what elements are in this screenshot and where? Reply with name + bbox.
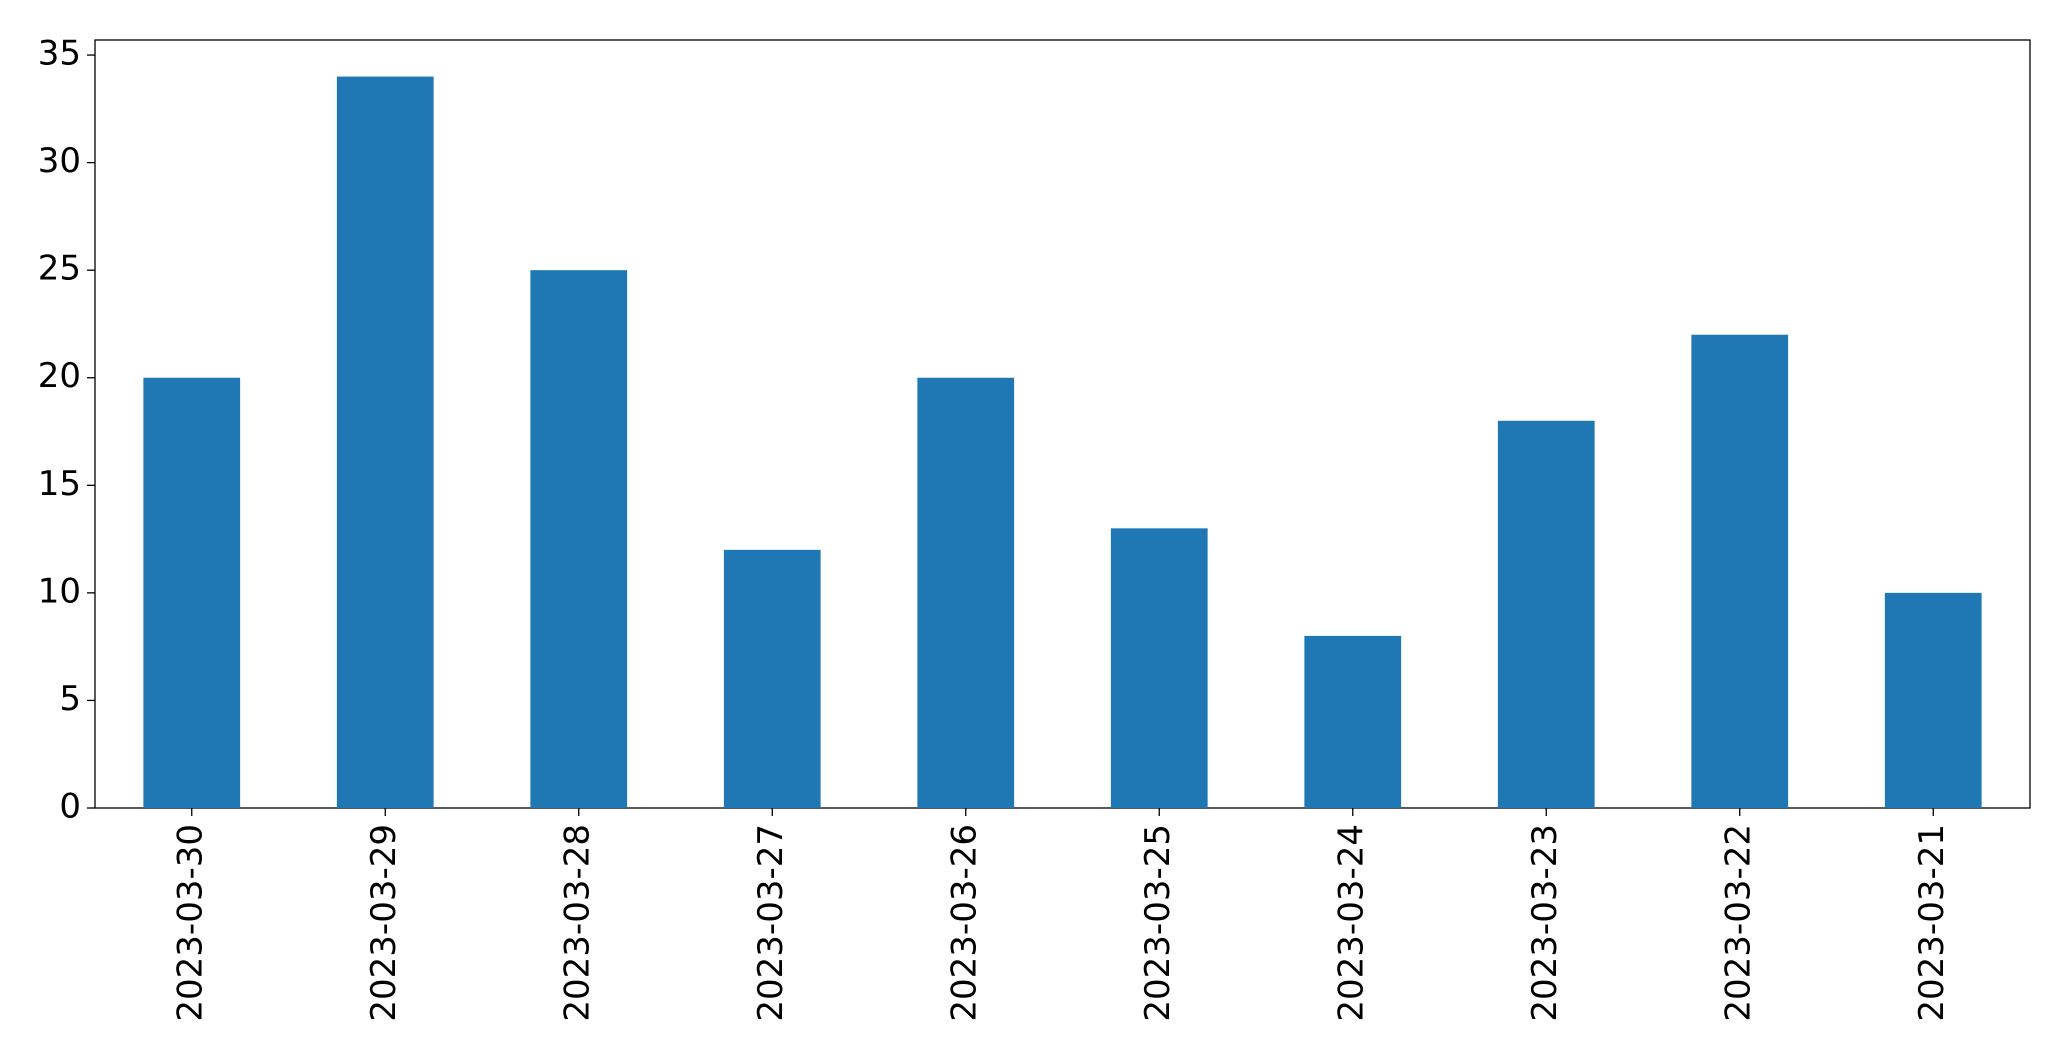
x-tick-label: 2023-03-30: [170, 824, 210, 1022]
bar: [336, 76, 434, 809]
bar: [1304, 635, 1402, 808]
y-tick-label: 30: [38, 141, 81, 181]
bar: [530, 270, 628, 808]
y-tick-label: 10: [38, 571, 81, 611]
y-tick-label: 25: [38, 249, 81, 289]
y-tick-label: 35: [38, 34, 81, 74]
plot-frame: [94, 39, 2031, 809]
x-tick-label: 2023-03-27: [751, 824, 791, 1022]
x-tick-label: 2023-03-21: [1912, 824, 1952, 1022]
bar: [723, 549, 821, 808]
x-tick-label: 2023-03-24: [1331, 824, 1371, 1022]
x-tick-label: 2023-03-28: [557, 824, 597, 1022]
x-tick-label: 2023-03-25: [1138, 824, 1178, 1022]
x-tick-label: 2023-03-22: [1718, 824, 1758, 1022]
bar: [917, 377, 1015, 808]
bar: [1884, 592, 1982, 808]
bar: [1110, 528, 1208, 808]
x-tick-label: 2023-03-26: [944, 824, 984, 1022]
bar: [143, 377, 241, 808]
x-tick-label: 2023-03-23: [1525, 824, 1565, 1022]
bar: [1691, 334, 1789, 808]
y-tick-label: 5: [59, 679, 81, 719]
y-tick-label: 0: [59, 787, 81, 827]
bar: [1497, 420, 1595, 808]
x-tick-label: 2023-03-29: [364, 824, 404, 1022]
y-tick-label: 20: [38, 356, 81, 396]
y-tick-label: 15: [38, 464, 81, 504]
